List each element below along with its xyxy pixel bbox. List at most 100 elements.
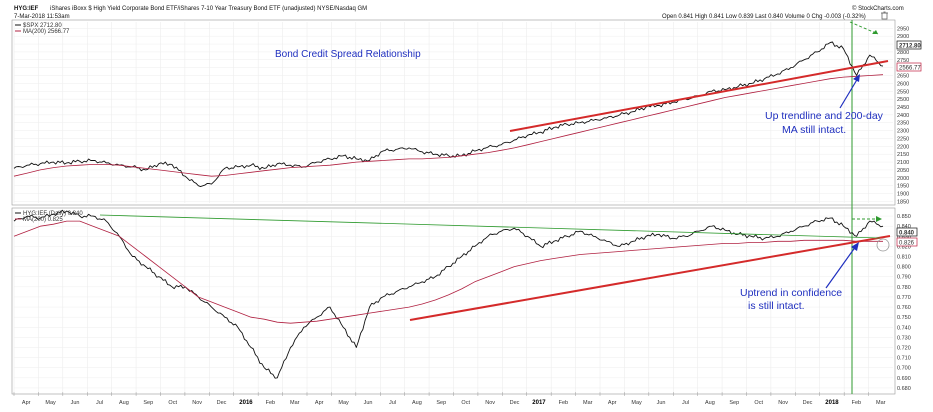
x-tick-label: Sep <box>729 400 739 406</box>
symbol-description: iShares iBoxx $ High Yield Corporate Bon… <box>50 6 367 12</box>
y-tick-label: 2800 <box>897 50 909 56</box>
upper-annotation-line2: MA still intact. <box>782 124 846 136</box>
y-tick-label: 2500 <box>897 97 909 103</box>
upper-grid <box>13 22 893 203</box>
lower-legend-price: HYG:IEF (Daily) 0.840 <box>23 211 83 217</box>
upper-legend-price: $SPX 2712.80 <box>23 23 62 29</box>
x-tick-label: Aug <box>705 400 715 406</box>
x-tick-label: Aug <box>119 400 129 406</box>
x-tick-label: Jul <box>682 400 689 406</box>
lower-legend-ma: MA(200) 0.825 <box>23 217 63 223</box>
upper-dashed-arrow <box>849 21 879 35</box>
x-tick-label: Feb <box>559 400 568 406</box>
lower-y-axis: 0.680 0.690 0.700 0.710 0.720 0.730 0.740 0.750… <box>897 214 911 392</box>
x-tick-label: 2018 <box>825 400 839 406</box>
upper-annotation-arrow <box>839 74 860 109</box>
x-tick-label: Nov <box>192 400 202 406</box>
y-tick-label: 0.790 <box>897 275 911 281</box>
x-tick-label: Jun <box>657 400 666 406</box>
y-tick-label: 1850 <box>897 199 909 205</box>
lower-annotation-arrow <box>825 242 859 289</box>
x-tick-label: Mar <box>583 400 593 406</box>
y-tick-label: 0.770 <box>897 295 911 301</box>
y-tick-label: 0.750 <box>897 315 911 321</box>
y-tick-label: 2950 <box>897 26 909 32</box>
y-tick-label: 2400 <box>897 113 909 119</box>
x-tick-label: Nov <box>778 400 788 406</box>
x-tick-label: Oct <box>754 400 763 406</box>
upper-panel-frame <box>11 19 896 206</box>
x-tick-label: Mar <box>290 400 300 406</box>
x-tick-label: Oct <box>168 400 177 406</box>
brand-label: © StockCharts.com <box>852 5 904 12</box>
y-tick-label: 0.810 <box>897 255 911 261</box>
x-tick-label: Oct <box>461 400 470 406</box>
y-tick-label: 1900 <box>897 192 909 198</box>
lower-ma-value-badge: 0.826 <box>896 237 918 247</box>
x-tick-label: Feb <box>266 400 275 406</box>
trash-icon[interactable] <box>881 11 888 20</box>
y-tick-label: 0.830 <box>897 234 911 240</box>
lower-resistance-line <box>99 214 881 239</box>
quote-summary: Open 0.841 High 0.841 Low 0.839 Last 0.8… <box>662 14 866 20</box>
y-tick-label: 2450 <box>897 105 909 111</box>
y-tick-label: 2050 <box>897 168 909 174</box>
upper-legend: $SPX 2712.80 MA(200) 2566.77 <box>15 23 70 35</box>
price-series-line <box>13 209 884 379</box>
y-tick-label: 2150 <box>897 152 909 158</box>
symbol-label: HYG:IEF <box>14 6 39 12</box>
y-tick-label: 0.760 <box>897 305 911 311</box>
y-tick-label: 1950 <box>897 184 909 190</box>
lower-legend: HYG:IEF (Daily) 0.840 MA(200) 0.825 <box>15 211 83 223</box>
y-tick-label: 2750 <box>897 58 909 64</box>
upper-last-value-badge: 2712.80 <box>896 40 921 50</box>
x-tick-label: May <box>338 400 349 406</box>
upper-ma-value: 2566.77 <box>899 66 921 72</box>
y-tick-label: 0.740 <box>897 325 911 331</box>
y-tick-label: 2350 <box>897 121 909 127</box>
y-tick-label: 0.710 <box>897 356 911 362</box>
x-tick-label: Jun <box>364 400 373 406</box>
lower-dashed-arrow <box>852 216 882 222</box>
x-tick-label: Apr <box>315 400 324 406</box>
x-tick-label: Dec <box>803 400 813 406</box>
lower-annotation-line1: Uptrend in confidence <box>740 287 842 299</box>
y-tick-label: 2100 <box>897 160 909 166</box>
x-tick-label: Aug <box>412 400 422 406</box>
y-tick-label: 2250 <box>897 136 909 142</box>
upper-annotation-line1: Up trendline and 200-day <box>765 110 884 122</box>
x-tick-label: Sep <box>436 400 446 406</box>
y-tick-label: 0.800 <box>897 265 911 271</box>
lower-trendline <box>409 235 891 321</box>
y-tick-label: 0.680 <box>897 386 911 392</box>
y-tick-label: 2550 <box>897 89 909 95</box>
y-tick-label: 0.840 <box>897 224 911 230</box>
lower-grid <box>13 210 893 392</box>
lower-last-value-badge: 0.840 <box>896 227 918 237</box>
x-tick-label: Apr <box>22 400 31 406</box>
y-tick-label: 0.720 <box>897 346 911 352</box>
x-tick-label: Sep <box>143 400 153 406</box>
x-tick-label: Nov <box>485 400 495 406</box>
upper-legend-ma: MA(200) 2566.77 <box>23 29 70 35</box>
x-tick-label: Apr <box>608 400 617 406</box>
x-tick-label: 2017 <box>532 400 546 406</box>
x-tick-label: May <box>45 400 56 406</box>
lower-series <box>13 209 884 379</box>
x-tick-label: Feb <box>852 400 861 406</box>
y-tick-label: 2600 <box>897 81 909 87</box>
x-tick-label: May <box>631 400 642 406</box>
chart-title: Bond Credit Spread Relationship <box>275 49 421 60</box>
y-tick-label: 2300 <box>897 129 909 135</box>
y-tick-label: 2900 <box>897 34 909 40</box>
y-tick-label: 2200 <box>897 144 909 150</box>
y-tick-label: 0.820 <box>897 244 911 250</box>
upper-last-value: 2712.80 <box>899 44 921 50</box>
lower-annotation-line2: is still intact. <box>748 300 805 312</box>
upper-series <box>13 41 884 188</box>
upper-ma-value-badge: 2566.77 <box>896 62 921 72</box>
x-tick-label: 2016 <box>239 400 253 406</box>
